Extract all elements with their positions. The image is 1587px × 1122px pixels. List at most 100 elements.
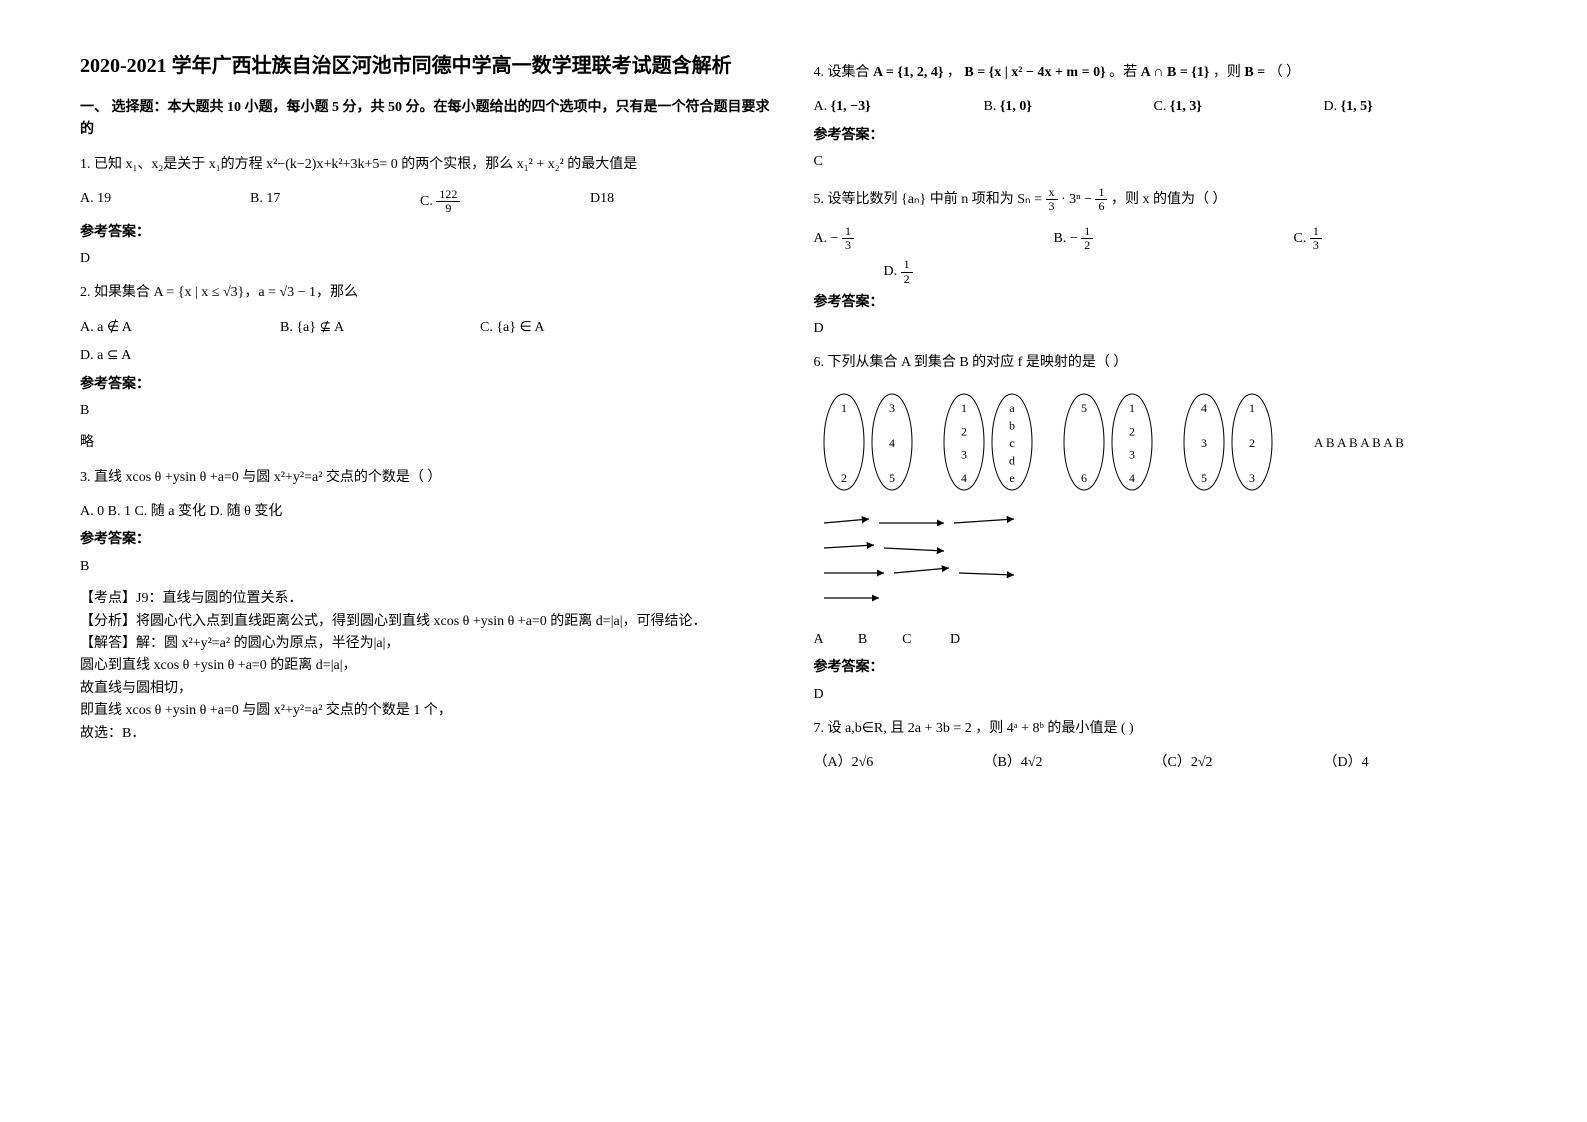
svg-text:4: 4 bbox=[889, 436, 895, 450]
svg-text:e: e bbox=[1009, 471, 1014, 485]
question-6: 6. 下列从集合 A 到集合 B 的对应 f 是映射的是（ ） bbox=[814, 352, 1508, 374]
q6-answer: D bbox=[814, 684, 1508, 706]
svg-text:4: 4 bbox=[1129, 471, 1135, 485]
q7-expr: 4ᵃ + 8ᵇ bbox=[1007, 721, 1044, 736]
q4-pre: 4. 设集合 bbox=[814, 65, 870, 80]
q1-stem-pre: 1. 已知 x₁、x₂是关于 x₁的方程 x²−(k−2)x+k²+3k+5= … bbox=[80, 157, 513, 172]
q2-opt-b: B. {a} ⊈ A bbox=[280, 317, 460, 339]
q5-post: ，则 x 的值为（ ） bbox=[1111, 191, 1227, 206]
question-1: 1. 已知 x₁、x₂是关于 x₁的方程 x²−(k−2)x+k²+3k+5= … bbox=[80, 154, 774, 176]
q2-opt-d: D. a ⊆ A bbox=[80, 345, 230, 367]
q2-opt-c: C. {a} ∈ A bbox=[480, 317, 630, 339]
q6-arrows-row bbox=[814, 513, 1508, 623]
right-column: 4. 设集合 A = {1, 2, 4} ， B = {x | x² − 4x … bbox=[794, 50, 1528, 1072]
q1-answer-label: 参考答案： bbox=[80, 222, 774, 244]
q4-opt-c: C. {1, 3} bbox=[1154, 96, 1304, 118]
q7-opt-c: （C）2√2 bbox=[1154, 752, 1304, 774]
q4-opt-a: A. {1, −3} bbox=[814, 96, 964, 118]
q5-answer-label: 参考答案： bbox=[814, 292, 1508, 314]
q5-an: {aₙ} bbox=[901, 191, 926, 206]
svg-text:1: 1 bbox=[841, 401, 847, 415]
svg-text:A B A B: A B A B A B A B bbox=[1314, 435, 1404, 450]
svg-text:a: a bbox=[1009, 401, 1015, 415]
q2-answer: B bbox=[80, 400, 774, 422]
q4-mid: 。若 bbox=[1109, 65, 1137, 80]
svg-text:5: 5 bbox=[1081, 401, 1087, 415]
svg-text:2: 2 bbox=[1129, 424, 1135, 438]
q3-expl-5: 故直线与圆相切， bbox=[80, 678, 774, 700]
q5-sn-lhs: Sₙ = bbox=[1017, 191, 1042, 206]
q4-setA: A = {1, 2, 4} bbox=[873, 65, 943, 80]
q2-note: 略 bbox=[80, 432, 774, 454]
svg-text:3: 3 bbox=[961, 448, 967, 462]
q5-dot3n: · 3ⁿ − bbox=[1061, 191, 1092, 206]
q6-arrows-svg bbox=[814, 513, 1114, 623]
q7-opt-d: （D）4 bbox=[1324, 752, 1474, 774]
svg-text:4: 4 bbox=[1201, 401, 1207, 415]
q5-opt-d: D. 12 bbox=[884, 258, 1034, 285]
q4-setB: B = {x | x² − 4x + m = 0} bbox=[964, 65, 1105, 80]
q1-opt-b: B. 17 bbox=[250, 188, 400, 215]
q4-paren: （ ） bbox=[1269, 65, 1301, 80]
question-3: 3. 直线 xcos θ +ysin θ +a=0 与圆 x²+y²=a² 交点… bbox=[80, 467, 774, 489]
q5-answer: D bbox=[814, 318, 1508, 340]
svg-text:4: 4 bbox=[961, 471, 967, 485]
svg-text:d: d bbox=[1009, 453, 1015, 467]
question-7: 7. 设 a,b∈R, 且 2a + 3b = 2 ，则 4ᵃ + 8ᵇ 的最小… bbox=[814, 718, 1508, 740]
q4-answer-label: 参考答案： bbox=[814, 125, 1508, 147]
question-5: 5. 设等比数列 {aₙ} 中前 n 项和为 Sₙ = x 3 · 3ⁿ − 1… bbox=[814, 186, 1508, 213]
svg-text:3: 3 bbox=[1201, 436, 1207, 450]
svg-text:2: 2 bbox=[841, 471, 847, 485]
q1-c-frac: 122 9 bbox=[436, 188, 460, 215]
svg-text:2: 2 bbox=[961, 424, 967, 438]
svg-text:5: 5 bbox=[889, 471, 895, 485]
q7-opt-b: （B）4√2 bbox=[984, 752, 1134, 774]
q7-options: （A）2√6 （B）4√2 （C）2√2 （D）4 bbox=[814, 752, 1508, 774]
q3-expl-4: 圆心到直线 xcos θ +ysin θ +a=0 的距离 d=|a|， bbox=[80, 655, 774, 677]
svg-text:2: 2 bbox=[1249, 436, 1255, 450]
q5-x-over-3: x 3 bbox=[1046, 186, 1058, 213]
section-heading: 一、 选择题：本大题共 10 小题，每小题 5 分，共 50 分。在每小题给出的… bbox=[80, 97, 774, 142]
q3-expl-6: 即直线 xcos θ +ysin θ +a=0 与圆 x²+y²=a² 交点的个… bbox=[80, 700, 774, 722]
q5-opt-c: C. 13 bbox=[1294, 225, 1444, 252]
q1-opt-a: A. 19 bbox=[80, 188, 230, 215]
q6-mappings-svg: 123451234abcde561234435123A B A B A B A … bbox=[814, 387, 1474, 507]
q1-expr: x₁² + x₂² bbox=[517, 157, 564, 172]
svg-text:1: 1 bbox=[1249, 401, 1255, 415]
q1-opt-c: C. 122 9 bbox=[420, 188, 570, 215]
q5-options: A. − 13 B. − 12 C. 13 bbox=[814, 225, 1508, 252]
question-4: 4. 设集合 A = {1, 2, 4} ， B = {x | x² − 4x … bbox=[814, 62, 1508, 84]
q7-post: 的最小值是 ( ) bbox=[1047, 721, 1133, 736]
q1-answer: D bbox=[80, 248, 774, 270]
svg-text:3: 3 bbox=[1129, 448, 1135, 462]
q5-one-sixth: 1 6 bbox=[1095, 186, 1107, 213]
q3-expl-2: 【分析】将圆心代入点到直线距离公式，得到圆心到直线 xcos θ +ysin θ… bbox=[80, 611, 774, 633]
q4-answer: C bbox=[814, 151, 1508, 173]
q4-mid2: ，则 bbox=[1213, 65, 1241, 80]
q6-answer-label: 参考答案： bbox=[814, 657, 1508, 679]
q4-beq: B = bbox=[1244, 65, 1265, 80]
svg-text:1: 1 bbox=[961, 401, 967, 415]
q3-expl-1: 【考点】J9：直线与圆的位置关系． bbox=[80, 588, 774, 610]
left-column: 2020-2021 学年广西壮族自治区河池市同德中学高一数学理联考试题含解析 一… bbox=[60, 50, 794, 1072]
q4-ainterb: A ∩ B = {1} bbox=[1141, 65, 1210, 80]
q2-options-2: D. a ⊆ A bbox=[80, 345, 774, 367]
svg-text:3: 3 bbox=[889, 401, 895, 415]
q3-answer: B bbox=[80, 556, 774, 578]
page-title: 2020-2021 学年广西壮族自治区河池市同德中学高一数学理联考试题含解析 bbox=[80, 50, 774, 82]
q6-labels-2: A B C D bbox=[814, 629, 1508, 651]
svg-text:6: 6 bbox=[1081, 471, 1087, 485]
q5-pre: 5. 设等比数列 bbox=[814, 191, 898, 206]
svg-text:b: b bbox=[1009, 418, 1015, 432]
q5-options-2: D. 12 bbox=[814, 258, 1508, 285]
svg-text:1: 1 bbox=[1129, 401, 1135, 415]
q1-stem-post: 的最大值是 bbox=[567, 157, 637, 172]
q7-pre: 7. 设 a,b∈R, 且 bbox=[814, 721, 905, 736]
question-2: 2. 如果集合 A = {x | x ≤ √3}，a = √3 − 1，那么 bbox=[80, 282, 774, 304]
svg-text:c: c bbox=[1009, 436, 1014, 450]
q6-ovals-row: 123451234abcde561234435123A B A B A B A … bbox=[814, 387, 1508, 507]
q4-opt-b: B. {1, 0} bbox=[984, 96, 1134, 118]
q3-expl-7: 故选：B． bbox=[80, 723, 774, 745]
q4-options: A. {1, −3} B. {1, 0} C. {1, 3} D. {1, 5} bbox=[814, 96, 1508, 118]
svg-text:5: 5 bbox=[1201, 471, 1207, 485]
